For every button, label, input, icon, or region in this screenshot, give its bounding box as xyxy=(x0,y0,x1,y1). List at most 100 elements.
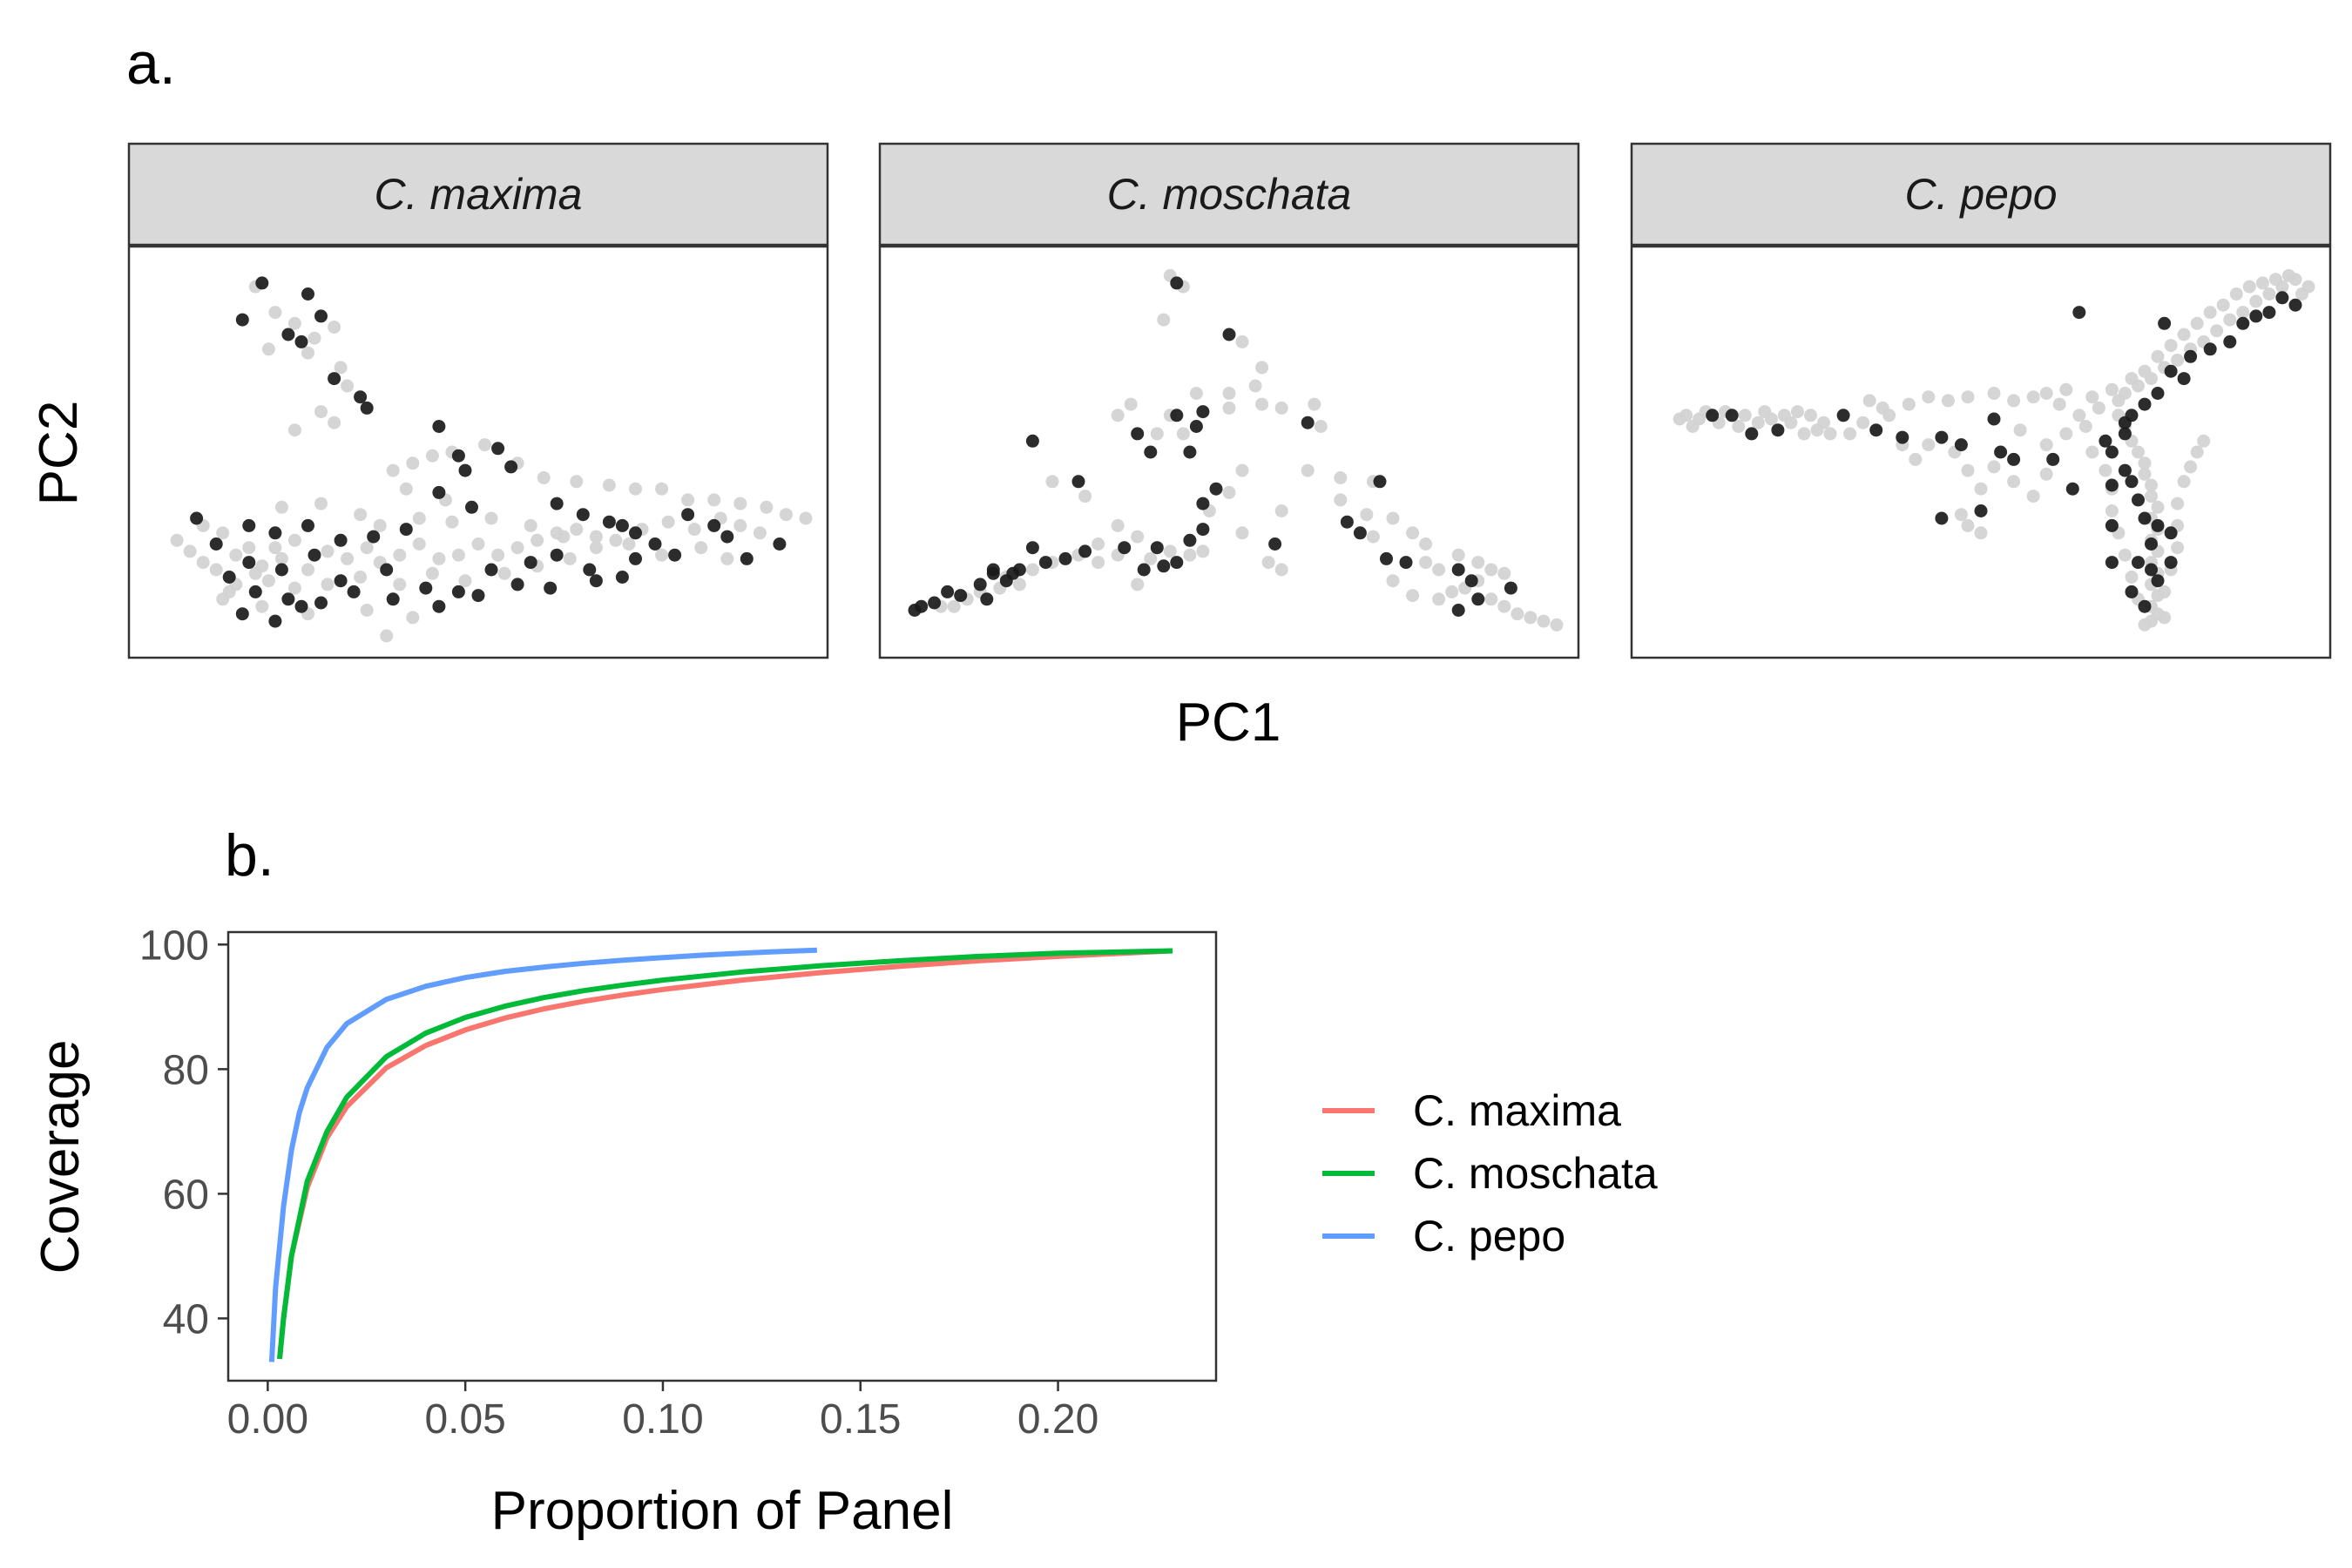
point-c-maxima-grey-70 xyxy=(733,518,747,532)
point-c-moschata-grey-8 xyxy=(1189,387,1203,400)
point-c-moschata-dark-29 xyxy=(999,574,1013,588)
point-c-pepo-grey-117 xyxy=(1954,508,1968,522)
point-c-maxima-grey-65 xyxy=(609,533,623,547)
point-c-maxima-dark-38 xyxy=(615,571,629,584)
point-c-moschata-grey-50 xyxy=(1360,508,1374,522)
point-c-moschata-grey-54 xyxy=(1419,556,1433,570)
point-c-pepo-dark-4 xyxy=(1836,409,1850,422)
point-c-pepo-grey-27 xyxy=(2026,390,2040,404)
panel-a: a. C. maxima C. moschata C. pepo PC1 PC2 xyxy=(29,30,2332,753)
point-c-pepo-grey-110 xyxy=(1961,463,1975,477)
line-c-pepo xyxy=(268,947,818,1362)
point-c-maxima-grey-9 xyxy=(314,405,328,419)
point-c-pepo-grey-33 xyxy=(2092,401,2105,415)
facet-strip-c-moschata xyxy=(878,142,1580,247)
point-c-pepo-grey-102 xyxy=(2190,445,2204,459)
point-c-pepo-grey-15 xyxy=(1804,409,1817,422)
point-c-maxima-dark-60 xyxy=(235,607,249,621)
point-c-pepo-dark-37 xyxy=(2184,349,2198,363)
point-c-pepo-dark-26 xyxy=(2164,526,2178,540)
point-c-maxima-dark-34 xyxy=(484,563,498,577)
x-tick-label: 0.00 xyxy=(227,1396,308,1443)
point-c-pepo-grey-57 xyxy=(2216,298,2230,312)
point-c-pepo-dark-18 xyxy=(2138,397,2152,411)
point-c-maxima-dark-25 xyxy=(190,511,204,525)
scatter-points-c-moschata xyxy=(908,268,1564,632)
point-c-maxima-grey-23 xyxy=(681,493,695,507)
point-c-moschata-grey-67 xyxy=(1524,611,1538,625)
point-c-maxima-grey-29 xyxy=(399,482,413,496)
point-c-pepo-grey-93 xyxy=(2171,541,2185,555)
point-c-maxima-grey-25 xyxy=(733,497,747,510)
point-c-maxima-grey-59 xyxy=(491,548,505,562)
point-c-moschata-grey-2 xyxy=(1157,313,1171,327)
point-c-maxima-dark-44 xyxy=(386,592,400,606)
point-c-moschata-grey-13 xyxy=(1176,427,1190,441)
point-c-pepo-dark-41 xyxy=(2249,309,2263,323)
point-c-maxima-grey-79 xyxy=(425,566,439,580)
point-c-pepo-grey-17 xyxy=(1823,427,1837,441)
point-c-pepo-grey-123 xyxy=(1810,423,1824,437)
point-c-pepo-dark-20 xyxy=(2105,478,2119,492)
point-c-pepo-grey-11 xyxy=(1764,412,1778,426)
point-c-pepo-grey-62 xyxy=(2151,349,2165,363)
point-c-moschata-dark-31 xyxy=(954,589,968,603)
legend-label-c-moschata: C. moschata xyxy=(1413,1149,1658,1198)
point-c-moschata-grey-31 xyxy=(1131,530,1145,544)
point-c-maxima-dark-41 xyxy=(281,592,295,606)
point-c-maxima-grey-96 xyxy=(248,566,262,580)
point-c-pepo-dark-23 xyxy=(2132,493,2145,507)
point-c-maxima-dark-54 xyxy=(242,518,256,532)
point-c-moschata-dark-30 xyxy=(973,578,987,591)
point-c-pepo-grey-54 xyxy=(2255,276,2269,290)
point-c-pepo-dark-33 xyxy=(2151,574,2165,588)
point-c-maxima-grey-19 xyxy=(570,475,584,489)
point-c-maxima-dark-16 xyxy=(550,497,564,510)
point-c-moschata-dark-39 xyxy=(1137,563,1151,577)
point-c-maxima-grey-85 xyxy=(255,599,269,613)
panel-a-y-axis-label: PC2 xyxy=(29,401,89,506)
panel-b-lines xyxy=(268,947,1173,1362)
point-c-pepo-dark-13 xyxy=(2105,445,2119,459)
point-c-pepo-grey-63 xyxy=(2138,364,2152,378)
point-c-maxima-grey-41 xyxy=(183,544,197,558)
point-c-moschata-grey-3 xyxy=(1235,335,1249,348)
point-c-pepo-dark-35 xyxy=(2138,599,2152,613)
point-c-maxima-dark-42 xyxy=(314,596,328,610)
point-c-maxima-dark-19 xyxy=(615,518,629,532)
point-c-maxima-dark-8 xyxy=(360,401,374,415)
point-c-pepo-grey-46 xyxy=(2249,294,2263,308)
point-c-maxima-grey-72 xyxy=(216,526,230,540)
point-c-maxima-grey-36 xyxy=(655,548,669,562)
point-c-pepo-grey-22 xyxy=(1922,390,1936,404)
point-c-moschata-dark-33 xyxy=(928,596,942,610)
point-c-maxima-grey-21 xyxy=(629,482,642,496)
point-c-pepo-grey-99 xyxy=(2177,475,2191,489)
point-c-pepo-grey-107 xyxy=(2007,475,2021,489)
point-c-maxima-dark-18 xyxy=(602,515,616,529)
point-c-pepo-grey-116 xyxy=(1961,518,1975,532)
x-tick-label: 0.15 xyxy=(820,1396,901,1443)
point-c-moschata-grey-46 xyxy=(1163,544,1177,558)
point-c-maxima-grey-8 xyxy=(341,379,355,393)
point-c-pepo-grey-90 xyxy=(2125,571,2139,584)
point-c-maxima-dark-59 xyxy=(399,523,413,537)
point-c-maxima-dark-47 xyxy=(510,578,524,591)
point-c-moschata-grey-32 xyxy=(1092,537,1105,551)
point-c-pepo-dark-3 xyxy=(1771,423,1785,437)
point-c-pepo-grey-29 xyxy=(2052,397,2066,411)
point-c-maxima-dark-15 xyxy=(465,500,478,514)
point-c-moschata-dark-19 xyxy=(1150,541,1164,555)
point-c-moschata-dark-35 xyxy=(908,604,922,617)
point-c-maxima-grey-35 xyxy=(622,537,636,551)
point-c-maxima-dark-24 xyxy=(773,537,787,551)
point-c-maxima-grey-76 xyxy=(321,578,335,591)
point-c-maxima-grey-13 xyxy=(406,456,420,470)
point-c-maxima-grey-83 xyxy=(563,551,577,565)
point-c-moschata-grey-42 xyxy=(1012,578,1026,591)
point-c-moschata-grey-4 xyxy=(1255,361,1269,375)
point-c-moschata-dark-0 xyxy=(1170,276,1184,290)
point-c-pepo-dark-31 xyxy=(2145,563,2158,577)
point-c-maxima-grey-97 xyxy=(274,551,288,565)
point-c-moschata-grey-63 xyxy=(1432,592,1446,606)
